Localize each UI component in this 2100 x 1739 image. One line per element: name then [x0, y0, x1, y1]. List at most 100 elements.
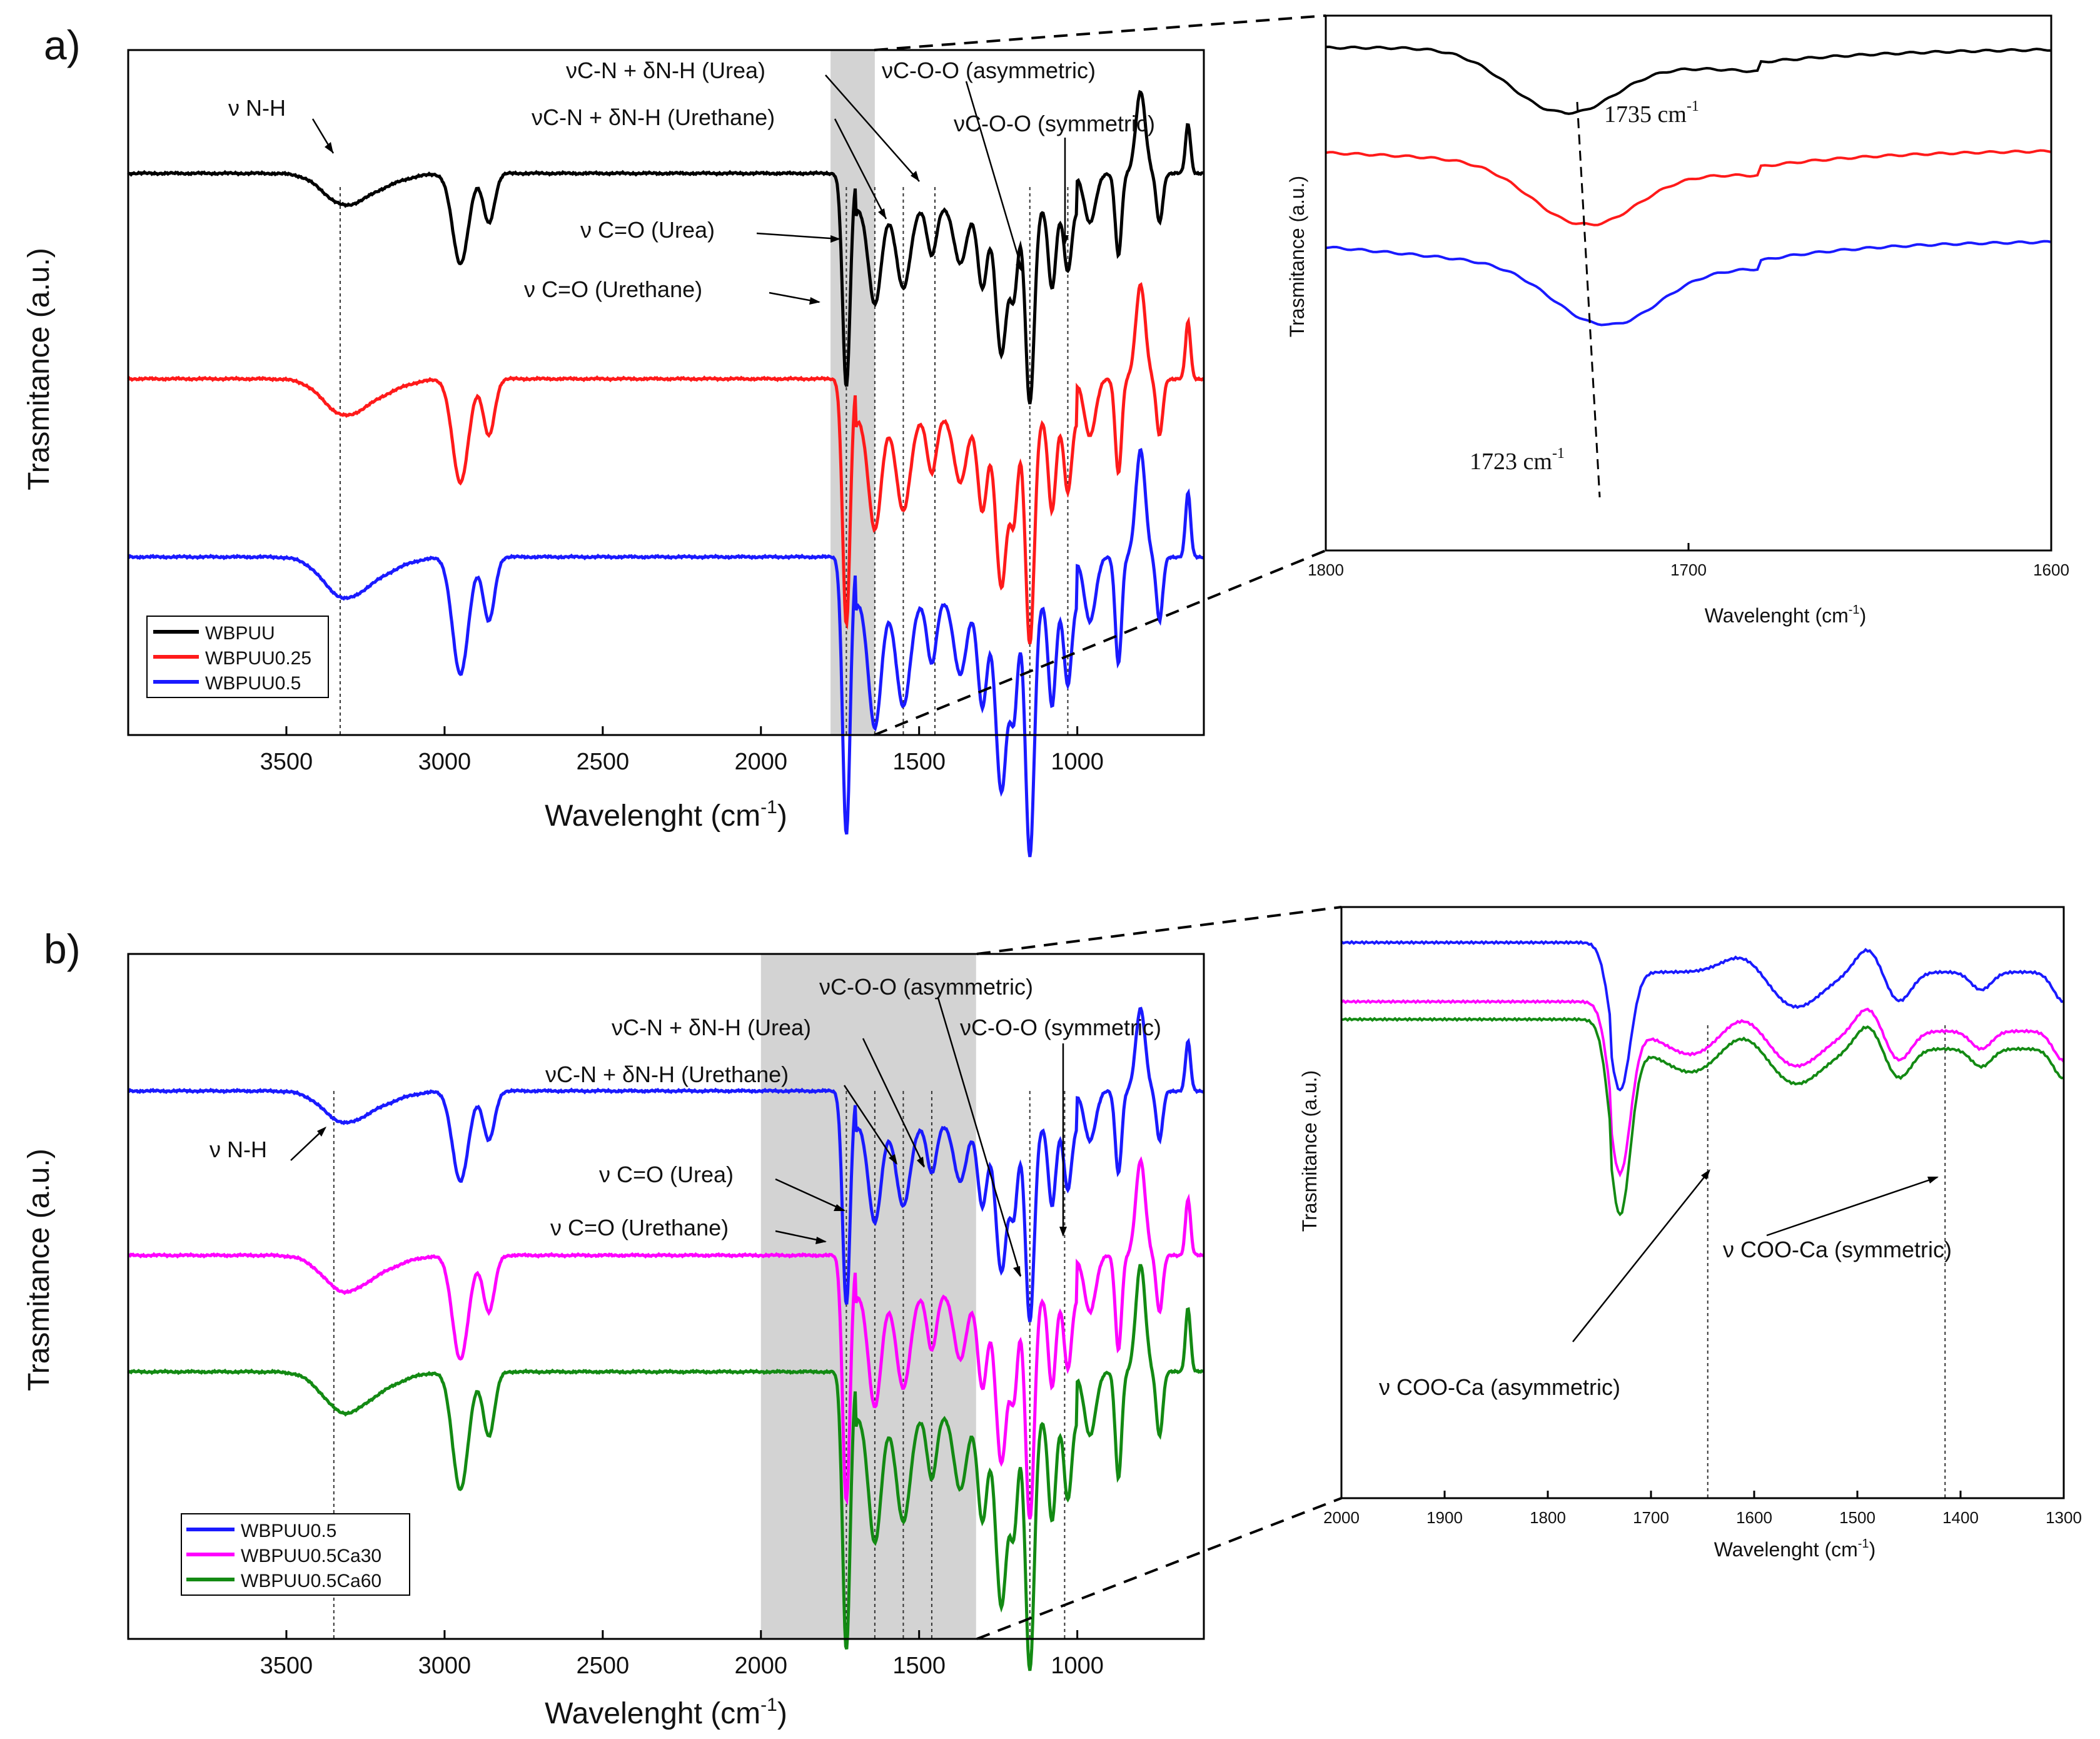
- series-group: [1325, 45, 2052, 327]
- x-ticks: 3500 3000 2500 2000 1500 1000: [260, 1630, 1104, 1679]
- x-tick-label: 2000: [734, 1653, 787, 1679]
- plot-b-inset: 2000 1900 1800 1700 1600 1500 1400 1300 ν COO-C…: [1298, 906, 2082, 1561]
- legend: WBPUU WBPUU0.25 WBPUU0.5: [146, 616, 329, 698]
- x-tick-label: 1500: [1839, 1508, 1875, 1527]
- x-ticks: 1800 1700 1600: [1308, 543, 2069, 579]
- x-axis-label: Wavelenght (cm-1): [1714, 1537, 1875, 1561]
- shaded-region: [760, 954, 976, 1639]
- x-tick-label: 2500: [577, 749, 630, 775]
- annotation-arrow: [834, 118, 887, 220]
- legend-label: WBPUU0.5Ca30: [241, 1546, 381, 1566]
- series-line-WBPUU: [1325, 45, 2051, 115]
- x-tick-label: 1500: [892, 749, 946, 775]
- annotation-arrow: [756, 232, 840, 240]
- series-line-WBPUU0.5: [128, 448, 1204, 858]
- legend-label: WBPUU0.5: [205, 673, 301, 694]
- legend-label: WBPUU0.25: [205, 648, 311, 669]
- series-line-WBPUU0.5Ca30: [1340, 999, 2065, 1178]
- annotations: ν N-H νC-N + δN-H (Urea) νC-O-O (asymmet…: [228, 58, 1155, 305]
- annotation-nh: ν N-H: [209, 1137, 267, 1162]
- annotation-arrow: [775, 1178, 845, 1212]
- series-group: [127, 89, 1204, 858]
- x-tick-label: 1800: [1308, 560, 1344, 579]
- annotation-arrow: [1766, 1176, 1938, 1237]
- annotation-cn-urethane: νC-N + δN-H (Urethane): [532, 104, 775, 130]
- y-axis-label: Trasmitance (a.u.): [23, 248, 56, 490]
- annotation-cn-urea: νC-N + δN-H (Urea): [566, 58, 765, 83]
- annotation-arrow: [862, 1038, 926, 1167]
- x-tick-label: 1800: [1530, 1508, 1566, 1527]
- y-axis-label: Trasmitance (a.u.): [1286, 176, 1308, 337]
- annotation-coo-asym: νC-O-O (asymmetric): [819, 974, 1033, 1000]
- annotation-nh: ν N-H: [228, 95, 286, 121]
- series-line-WBPUU0.25: [1325, 149, 2052, 226]
- series-line-WBPUU0.5: [1325, 240, 2052, 327]
- arrowhead: [1016, 262, 1023, 273]
- series-group: [127, 1006, 1205, 1671]
- annotations: νC-O-O (asymmetric) νC-N + δN-H (Urea) ν…: [209, 974, 1161, 1277]
- x-tick-label: 3500: [260, 1653, 313, 1679]
- annotation-coo-sym: νC-O-O (symmetric): [960, 1015, 1161, 1040]
- x-tick-label: 1900: [1426, 1508, 1463, 1527]
- x-tick-label: 1700: [1633, 1508, 1669, 1527]
- x-tick-label: 2500: [577, 1653, 630, 1679]
- plot-frame: [127, 953, 1205, 1640]
- zoom-connector: [874, 14, 1326, 51]
- annotation-co-urea: ν C=O (Urea): [580, 217, 715, 243]
- x-tick-label: 2000: [734, 749, 787, 775]
- series-line-WBPUU: [127, 89, 1204, 405]
- series-group: [1340, 940, 2065, 1217]
- dashed-guides: [339, 187, 1069, 735]
- series-line-WBPUU0.5: [1340, 940, 2064, 1092]
- legend: WBPUU0.5 WBPUU0.5Ca30 WBPUU0.5Ca60: [181, 1513, 410, 1596]
- annotation-cn-urea: νC-N + δN-H (Urea): [612, 1015, 811, 1040]
- arrowhead: [830, 235, 841, 243]
- series-line-WBPUU0.5Ca60: [127, 1264, 1204, 1671]
- peak-label-1735: 1735 cm-1: [1604, 98, 1699, 128]
- arrowhead: [911, 171, 919, 181]
- annotation-arrow: [1572, 1170, 1710, 1342]
- zoom-connector: [874, 549, 1326, 736]
- dashed-guides: [1707, 1025, 1946, 1498]
- x-tick-label: 3000: [418, 749, 472, 775]
- x-tick-label: 1600: [1736, 1508, 1772, 1527]
- plot-frame: [1340, 906, 2065, 1499]
- x-tick-label: 1400: [1942, 1508, 1979, 1527]
- x-ticks: 2000 1900 1800 1700 1600 1500 1400 1300: [1323, 1491, 2082, 1527]
- annotation-arrow: [937, 997, 1022, 1277]
- plot-a-main: 3500 3000 2500 2000 1500 1000 ν N-H νC-N + δN…: [23, 49, 1205, 858]
- x-tick-label: 1300: [2046, 1508, 2082, 1527]
- annotation-co-urethane: ν C=O (Urethane): [524, 276, 702, 302]
- x-tick-label: 3500: [260, 749, 313, 775]
- legend-label: WBPUU0.5Ca60: [241, 1571, 381, 1591]
- plot-b-main: 3500 3000 2500 2000 1500 1000 νC-O-O (asymmet…: [23, 953, 1205, 1730]
- arrowhead: [317, 1127, 326, 1137]
- x-tick-label: 1700: [1670, 560, 1707, 579]
- panel-label-a: a): [44, 22, 81, 68]
- y-axis-label: Trasmitance (a.u.): [23, 1148, 56, 1391]
- x-ticks: 3500 3000 2500 2000 1500 1000: [260, 726, 1104, 775]
- arrowhead: [1927, 1177, 1939, 1184]
- annotation-coo-asym: νC-O-O (asymmetric): [882, 58, 1096, 83]
- peak-label-1723: 1723 cm-1: [1470, 445, 1565, 475]
- x-tick-label: 1600: [2033, 560, 2069, 579]
- series-line-WBPUU0.5Ca30: [128, 1156, 1205, 1519]
- peak-shift-line: [1576, 101, 1601, 498]
- panel-a: a) 3500 3000 2500 2000 1500 1000 ν N-H νC-N +…: [23, 14, 2069, 858]
- series-line-WBPUU0.5Ca60: [1341, 1017, 2064, 1217]
- panel-label-b: b): [44, 926, 81, 972]
- legend-label: WBPUU0.5: [241, 1521, 336, 1541]
- annotation-co-urethane: ν C=O (Urethane): [550, 1215, 729, 1240]
- annotation-arrow: [843, 1085, 897, 1164]
- x-tick-label: 2000: [1323, 1508, 1360, 1527]
- annotation-cn-urethane: νC-N + δN-H (Urethane): [545, 1062, 789, 1087]
- plot-frame: [127, 49, 1205, 736]
- arrowhead: [325, 142, 333, 153]
- arrowhead: [834, 1204, 846, 1211]
- y-axis-label: Trasmitance (a.u.): [1298, 1070, 1321, 1232]
- annotation-arrow: [965, 81, 1024, 274]
- x-tick-label: 1000: [1051, 749, 1104, 775]
- x-axis-label: Wavelenght (cm-1): [545, 1695, 787, 1730]
- arrowhead: [1701, 1169, 1710, 1180]
